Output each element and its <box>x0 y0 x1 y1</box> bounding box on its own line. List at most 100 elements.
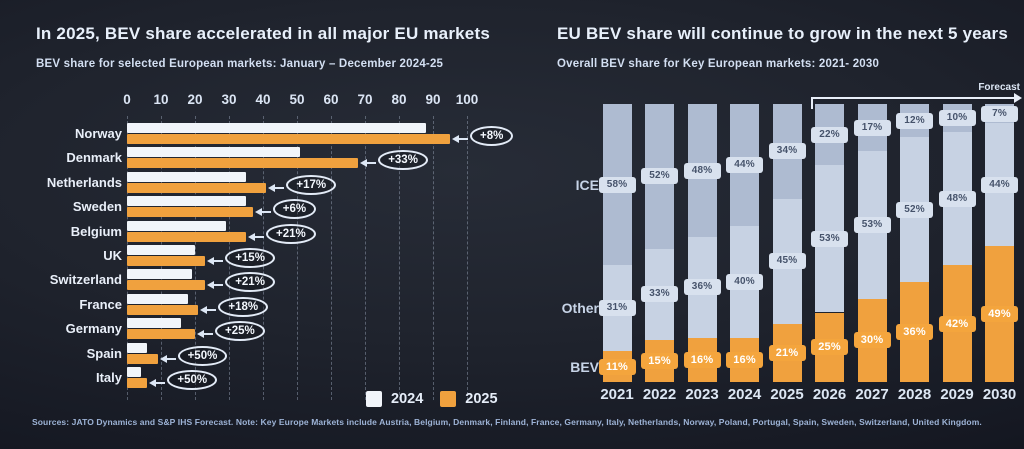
gridline-50 <box>297 116 298 400</box>
year-label-2024: 2024 <box>727 386 762 403</box>
segment-label-bev-2023: 16% <box>683 351 721 368</box>
bar-2024-netherlands <box>127 171 246 182</box>
bar-2025-switzerland <box>127 280 206 291</box>
series-label-bev: BEV <box>570 358 599 375</box>
year-label-2030: 2030 <box>982 386 1017 403</box>
segment-label-ice-2023: 48% <box>683 162 721 179</box>
year-label-2029: 2029 <box>940 386 974 403</box>
growth-arrow-france <box>200 305 217 314</box>
legend-label-2025: 2025 <box>465 391 498 407</box>
year-label-2027: 2027 <box>855 386 889 403</box>
segment-label-bev-2025: 21% <box>768 344 806 361</box>
series-label-other: Other <box>561 300 599 317</box>
bar-2024-italy <box>127 367 141 377</box>
x-tick-50: 50 <box>289 92 305 107</box>
x-tick-70: 70 <box>357 92 373 107</box>
growth-arrow-switzerland <box>207 281 224 290</box>
growth-badge-switzerland: +21% <box>225 272 275 293</box>
growth-badge-spain: +50% <box>177 345 228 366</box>
category-label-sweden: Sweden <box>72 199 122 215</box>
growth-arrow-italy <box>149 379 166 387</box>
segment-label-ice-2029: 10% <box>938 109 976 126</box>
segment-label-other-2025: 45% <box>768 253 806 270</box>
segment-label-other-2029: 48% <box>938 190 976 207</box>
growth-arrow-belgium <box>248 232 264 241</box>
gridline-90 <box>433 116 434 400</box>
growth-badge-uk: +15% <box>225 248 275 268</box>
segment-label-ice-2028: 12% <box>896 112 933 129</box>
bar-2024-germany <box>127 318 182 329</box>
growth-arrow-germany <box>197 330 213 339</box>
year-label-2026: 2026 <box>812 386 847 403</box>
year-label-2028: 2028 <box>897 386 932 403</box>
x-tick-60: 60 <box>323 92 339 107</box>
x-tick-40: 40 <box>255 92 271 107</box>
bar-2024-switzerland <box>127 269 192 280</box>
segment-label-other-2022: 33% <box>641 286 678 303</box>
segment-label-bev-2028: 36% <box>896 323 933 340</box>
segment-label-ice-2026: 22% <box>811 126 848 143</box>
growth-arrow-spain <box>159 354 176 363</box>
segment-label-bev-2022: 15% <box>641 353 678 370</box>
year-label-2025: 2025 <box>770 386 804 403</box>
growth-badge-italy: +50% <box>167 370 218 390</box>
gridline-80 <box>399 116 400 400</box>
bar-2025-denmark <box>127 158 359 169</box>
growth-badge-denmark: +33% <box>378 150 428 171</box>
growth-arrow-denmark <box>360 159 377 168</box>
growth-badge-germany: +25% <box>215 321 265 342</box>
segment-label-other-2027: 53% <box>853 216 891 233</box>
bev-share-forecast-chart: 58% 31% 11% 2021 52% 33% 15% 2022 48% 36% 16% 2023 4… <box>557 82 1024 422</box>
segment-label-ice-2030: 7% <box>981 105 1018 122</box>
year-label-2023: 2023 <box>685 386 719 403</box>
segment-label-bev-2021: 11% <box>598 358 636 375</box>
gridline-60 <box>331 116 332 400</box>
bar-2024-spain <box>127 342 148 353</box>
segment-label-other-2024: 40% <box>726 273 763 290</box>
forecast-label: Forecast <box>978 82 1020 93</box>
bar-2025-italy <box>127 378 148 388</box>
right-chart-title: EU BEV share will continue to grow in th… <box>557 24 1009 43</box>
category-label-italy: Italy <box>95 370 122 385</box>
left-chart-panel: In 2025, BEV share accelerated in all ma… <box>36 24 520 407</box>
series-label-ice: ICE <box>575 176 599 193</box>
category-label-belgium: Belgium <box>70 223 122 239</box>
growth-arrow-uk <box>207 257 224 265</box>
category-label-uk: UK <box>103 248 122 263</box>
bar-2025-france <box>127 304 199 315</box>
x-tick-0: 0 <box>123 92 131 107</box>
growth-badge-france: +18% <box>218 296 269 317</box>
growth-badge-norway: +8% <box>470 126 514 146</box>
x-tick-100: 100 <box>455 92 479 107</box>
segment-label-ice-2021: 58% <box>598 176 636 193</box>
growth-badge-belgium: +21% <box>266 223 316 244</box>
segment-label-other-2030: 44% <box>981 176 1018 193</box>
year-label-2021: 2021 <box>600 386 634 403</box>
x-tick-20: 20 <box>187 92 203 107</box>
x-tick-90: 90 <box>425 92 441 107</box>
segment-label-bev-2024: 16% <box>726 351 763 368</box>
gridline-70 <box>365 116 366 400</box>
right-chart-panel: EU BEV share will continue to grow in th… <box>557 24 1024 403</box>
segment-label-other-2026: 53% <box>811 230 848 247</box>
segment-label-other-2028: 52% <box>896 201 933 218</box>
bar-2024-france <box>127 293 189 304</box>
segment-label-other-2023: 36% <box>683 279 721 296</box>
bar-2025-germany <box>127 329 195 340</box>
segment-label-bev-2027: 30% <box>853 332 891 349</box>
category-label-spain: Spain <box>86 345 122 361</box>
category-label-france: France <box>79 296 122 312</box>
category-label-netherlands: Netherlands <box>46 174 122 190</box>
right-chart-subtitle: Overall BEV share for Key European marke… <box>557 58 880 70</box>
growth-arrow-norway <box>452 135 468 143</box>
x-tick-10: 10 <box>153 92 169 107</box>
bev-share-by-country-chart: 0 10 20 30 40 50 60 70 80 90 100 Norway +8% Denmark +3… <box>36 92 520 422</box>
growth-arrow-sweden <box>254 208 271 217</box>
bar-2025-spain <box>127 353 158 364</box>
segment-label-bev-2030: 49% <box>981 305 1018 322</box>
bar-2024-denmark <box>127 147 301 158</box>
segment-label-ice-2025: 34% <box>768 143 806 160</box>
bar-2024-uk <box>127 245 195 255</box>
category-label-norway: Norway <box>75 126 122 141</box>
